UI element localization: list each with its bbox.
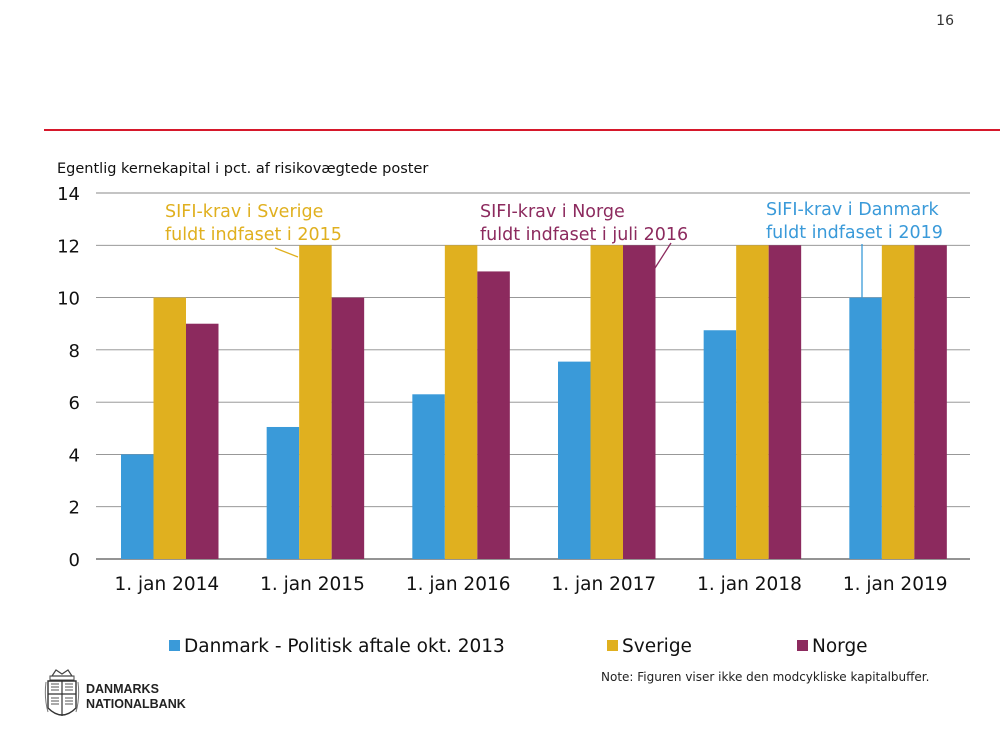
y-tick-label: 6 (69, 393, 80, 414)
bar-norge (331, 297, 365, 559)
bar-sverige (299, 245, 332, 560)
x-tick-label: 1. jan 2017 (551, 574, 656, 595)
bar-sverige (881, 245, 915, 560)
bar-danmark (266, 426, 300, 559)
x-tick-label: 1. jan 2018 (697, 574, 802, 595)
logo-text-line1: DANMARKS (86, 682, 159, 696)
logo: DANMARKS NATIONALBANK (44, 668, 186, 726)
bar-danmark (412, 394, 445, 559)
x-tick-label: 1. jan 2015 (260, 574, 365, 595)
y-tick-label: 8 (69, 341, 80, 362)
annotation-norge-line2: fuldt indfaset i juli 2016 (480, 225, 688, 245)
legend-label-norge: Norge (812, 636, 868, 657)
annotation-danmark-line2: fuldt indfaset i 2019 (766, 223, 943, 243)
bar-danmark (849, 297, 882, 559)
bar-sverige (153, 297, 186, 559)
x-tick-label: 1. jan 2016 (406, 574, 511, 595)
annotation-sverige-leader (274, 247, 299, 258)
y-tick-label: 14 (57, 184, 80, 205)
y-tick-label: 2 (69, 498, 80, 519)
logo-text-line2: NATIONALBANK (86, 697, 186, 711)
bar-danmark (703, 330, 737, 559)
y-axis-label: Egentlig kernekapital i pct. af risikovæ… (57, 161, 428, 177)
x-tick-label: 1. jan 2014 (114, 574, 219, 595)
bar-norge (768, 245, 802, 560)
y-tick-label: 10 (57, 289, 80, 310)
legend-label-danmark: Danmark - Politisk aftale okt. 2013 (184, 636, 505, 657)
bar-sverige (444, 245, 478, 560)
chart-note: Note: Figuren viser ikke den modcykliske… (601, 670, 930, 684)
annotation-norge-line1: SIFI-krav i Norge (480, 202, 625, 222)
bar-danmark (121, 454, 154, 559)
bar-danmark (558, 361, 591, 559)
annotation-sverige-line2: fuldt indfaset i 2015 (165, 225, 342, 245)
bar-sverige (590, 245, 623, 560)
y-tick-label: 0 (69, 550, 80, 571)
legend-swatch-sverige (607, 640, 618, 651)
bar-norge (623, 245, 656, 560)
bar-norge (186, 323, 219, 559)
annotation-sverige-line1: SIFI-krav i Sverige (165, 202, 323, 222)
annotation-danmark-line1: SIFI-krav i Danmark (766, 200, 939, 220)
legend-label-sverige: Sverige (622, 636, 692, 657)
bar-norge (477, 271, 510, 559)
bar-norge (914, 245, 947, 560)
y-tick-label: 4 (69, 445, 80, 466)
header-divider (44, 129, 1000, 131)
bar-sverige (736, 245, 769, 560)
coat-of-arms-icon (44, 669, 80, 716)
page-number: 16 (936, 13, 954, 29)
legend-swatch-norge (797, 640, 808, 651)
y-tick-label: 12 (57, 236, 80, 257)
annotation-norge-leader (654, 242, 672, 269)
legend-swatch-danmark (169, 640, 180, 651)
x-tick-label: 1. jan 2019 (843, 574, 948, 595)
